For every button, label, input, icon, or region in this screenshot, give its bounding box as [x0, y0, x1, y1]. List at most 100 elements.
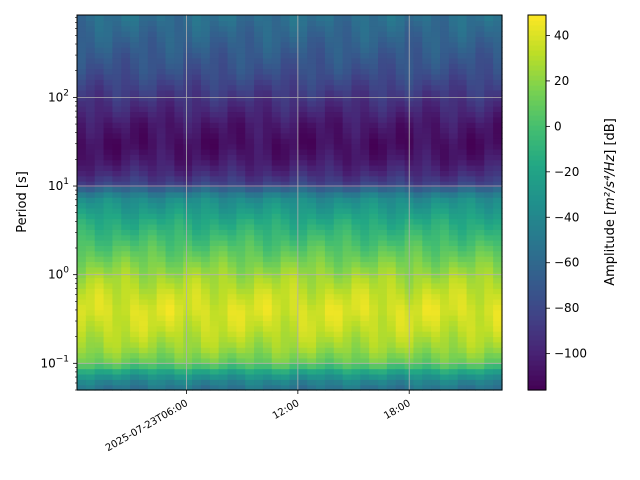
- heatmap-cell: [457, 122, 468, 129]
- heatmap-cell: [156, 186, 167, 193]
- heatmap-cell: [112, 266, 122, 273]
- heatmap-cell: [466, 304, 477, 311]
- heatmap-cell: [218, 352, 229, 359]
- heatmap-cell: [94, 127, 105, 134]
- heatmap-cell: [280, 229, 291, 236]
- heatmap-cell: [448, 331, 459, 338]
- heatmap-cell: [94, 100, 105, 107]
- heatmap-cell: [493, 165, 503, 171]
- heatmap-cell: [103, 154, 114, 161]
- heatmap-cell: [413, 127, 423, 134]
- heatmap-cell: [271, 368, 282, 375]
- heatmap-cell: [466, 331, 477, 338]
- heatmap-cell: [200, 315, 211, 321]
- heatmap-cell: [448, 63, 459, 70]
- heatmap-cell: [85, 68, 96, 75]
- heatmap-cell: [369, 304, 379, 311]
- heatmap-cell: [333, 223, 344, 230]
- heatmap-cell: [448, 165, 459, 171]
- heatmap-cell: [174, 20, 184, 27]
- heatmap-cell: [174, 261, 184, 268]
- heatmap-cell: [103, 277, 114, 284]
- heatmap-cell: [236, 245, 246, 252]
- heatmap-cell: [165, 47, 175, 54]
- heatmap-cell: [236, 20, 246, 27]
- heatmap-cell: [351, 309, 361, 316]
- heatmap-cell: [298, 111, 308, 118]
- heatmap-cell: [130, 218, 140, 225]
- heatmap-cell: [174, 79, 184, 86]
- heatmap-cell: [85, 170, 96, 177]
- heatmap-cell: [475, 57, 485, 64]
- colorbar-swatch: [528, 295, 546, 301]
- heatmap-cell: [200, 122, 211, 129]
- heatmap-cell: [298, 240, 308, 246]
- heatmap-cell: [493, 132, 503, 139]
- heatmap-cell: [192, 143, 202, 150]
- heatmap-cell: [395, 207, 406, 214]
- heatmap-cell: [200, 148, 211, 155]
- heatmap-cell: [236, 95, 246, 102]
- heatmap-cell: [448, 68, 459, 75]
- heatmap-cell: [138, 336, 149, 343]
- heatmap-cell: [183, 363, 193, 370]
- heatmap-cell: [316, 272, 326, 279]
- colorbar-swatch: [528, 90, 546, 96]
- heatmap-cell: [307, 111, 317, 118]
- heatmap-cell: [130, 261, 140, 268]
- heatmap-cell: [360, 315, 370, 321]
- heatmap-cell: [200, 68, 211, 75]
- heatmap-cell: [112, 282, 122, 289]
- heatmap-cell: [440, 159, 450, 166]
- heatmap-cell: [493, 90, 503, 96]
- heatmap-cell: [448, 207, 459, 214]
- heatmap-cell: [493, 240, 503, 246]
- heatmap-cell: [121, 186, 131, 193]
- heatmap-cell: [369, 277, 379, 284]
- heatmap-cell: [192, 240, 202, 246]
- heatmap-cell: [413, 240, 423, 246]
- colorbar-swatch: [528, 305, 546, 311]
- heatmap-cell: [200, 52, 211, 59]
- heatmap-cell: [360, 191, 370, 198]
- heatmap-cell: [457, 84, 468, 91]
- heatmap-cell: [484, 165, 494, 171]
- heatmap-cell: [209, 325, 220, 332]
- heatmap-cell: [103, 250, 114, 257]
- heatmap-cell: [431, 288, 441, 295]
- heatmap-cell: [147, 277, 158, 284]
- heatmap-cell: [484, 347, 494, 354]
- heatmap-cell: [200, 218, 211, 225]
- heatmap-cell: [413, 352, 423, 359]
- heatmap-cell: [493, 191, 503, 198]
- heatmap-cell: [457, 293, 468, 300]
- heatmap-cell: [333, 363, 344, 370]
- heatmap-cell: [289, 90, 299, 96]
- heatmap-cell: [174, 84, 184, 91]
- heatmap-cell: [236, 25, 246, 32]
- heatmap-cell: [156, 325, 167, 332]
- heatmap-cell: [280, 95, 291, 102]
- heatmap-cell: [103, 245, 114, 252]
- heatmap-cell: [262, 106, 273, 113]
- heatmap-cell: [466, 15, 477, 21]
- heatmap-cell: [280, 234, 291, 241]
- heatmap-cell: [130, 272, 140, 279]
- heatmap-cell: [422, 282, 432, 289]
- heatmap-cell: [77, 266, 87, 273]
- heatmap-cell: [236, 256, 246, 263]
- heatmap-cell: [218, 368, 229, 375]
- plot-frame: [76, 14, 503, 391]
- heatmap-cell: [378, 90, 388, 96]
- heatmap-cell: [413, 52, 423, 59]
- heatmap-cell: [262, 73, 273, 80]
- colorbar-tick-label: −40: [554, 210, 579, 224]
- heatmap-cell: [440, 234, 450, 241]
- heatmap-cell: [316, 122, 326, 129]
- heatmap-cell: [493, 197, 503, 204]
- heatmap-cell: [413, 116, 423, 123]
- heatmap-cell: [422, 25, 432, 32]
- heatmap-cell: [448, 106, 459, 113]
- heatmap-cell: [85, 320, 96, 327]
- heatmap-cell: [112, 73, 122, 80]
